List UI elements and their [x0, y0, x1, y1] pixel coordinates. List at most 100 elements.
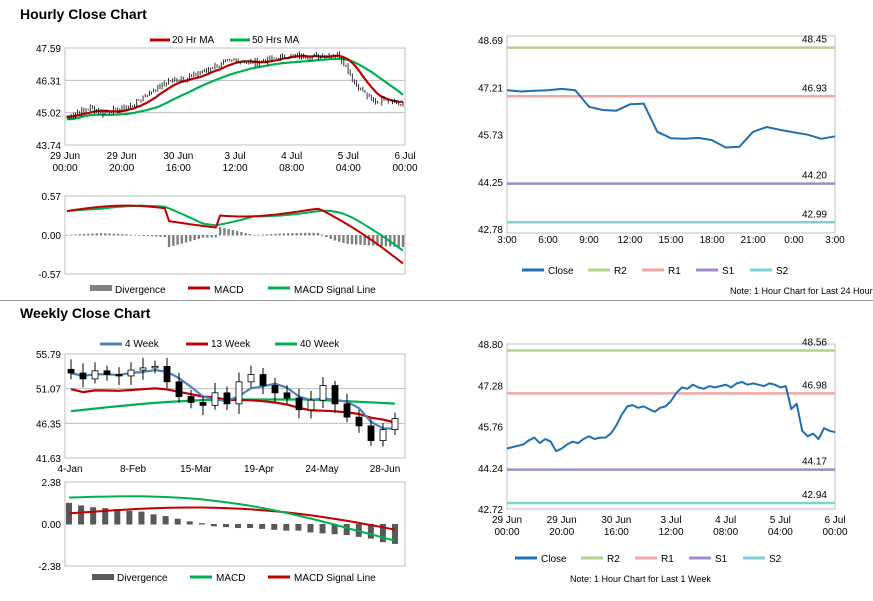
divergence-bar — [210, 524, 217, 527]
divergence-bar — [214, 235, 218, 238]
y-tick-label: 42.78 — [478, 225, 503, 236]
divergence-bar — [138, 511, 145, 525]
divergence-bar — [150, 235, 154, 237]
plot-frame — [506, 35, 836, 234]
x-tick-label: 3 Jul — [224, 151, 245, 162]
weekly-macd-chart: 2.38 0.00 -2.38 Divergence MACD MACD Signa… — [38, 478, 406, 584]
candle-body — [79, 372, 87, 380]
y-tick-label: 45.76 — [478, 423, 503, 434]
divergence-bar — [329, 235, 332, 239]
plot-frame — [64, 353, 406, 459]
x-tick-label: 20:00 — [549, 527, 574, 538]
level-label-s1: 44.17 — [802, 457, 827, 468]
x-tick-label: 12:00 — [617, 235, 642, 246]
divergence-bar — [223, 227, 226, 236]
x-tick-label: 19-Apr — [244, 464, 275, 475]
legend-swatch-divergence — [90, 285, 112, 291]
divergence-bar — [189, 235, 192, 242]
divergence-bar — [259, 524, 266, 529]
candle-body — [103, 370, 111, 375]
legend-label-s2: S2 — [776, 266, 789, 277]
x-tick-label: 12:00 — [222, 163, 247, 174]
divergence-bar — [350, 235, 354, 245]
candle-body — [235, 381, 243, 405]
divergence-bar — [82, 233, 86, 236]
plot-frame — [64, 47, 406, 146]
divergence-bar — [299, 232, 303, 236]
x-tick-label: 29 Jun — [547, 515, 577, 526]
legend-label-s1: S1 — [715, 554, 728, 565]
divergence-bar — [282, 233, 286, 236]
divergence-bar — [271, 524, 278, 530]
y-tick-label: -0.57 — [38, 270, 61, 281]
divergence-bar — [312, 232, 315, 236]
x-tick-label: 16:00 — [166, 163, 191, 174]
divergence-bar — [197, 235, 201, 239]
x-tick-label: 29 Jun — [492, 515, 522, 526]
level-label-r2: 48.45 — [802, 35, 827, 46]
level-label-r1: 46.93 — [802, 83, 827, 94]
candle-body — [199, 402, 207, 406]
divergence-bar — [193, 235, 196, 241]
hourly-price-chart: 20 Hr MA 50 Hrs MA 47.5946.3145.0243.742… — [36, 35, 418, 174]
macd-line — [68, 495, 396, 542]
candle-body — [271, 385, 279, 394]
x-tick-label: 8-Feb — [120, 464, 147, 475]
x-tick-label: 00:00 — [392, 163, 417, 174]
x-tick-label: 3:00 — [825, 235, 845, 246]
hourly-24h-close-chart: 48.45 46.93 44.20 42.99 48.69 47.21 45.73 44.25… — [478, 35, 873, 296]
legend-label-r2: R2 — [614, 266, 627, 277]
divergence-bar — [247, 524, 254, 529]
y-tick-label: 0.57 — [42, 192, 62, 203]
divergence-bar — [184, 235, 188, 243]
x-tick-label: 9:00 — [579, 235, 599, 246]
legend-label-r2: R2 — [607, 554, 620, 565]
divergence-bar — [90, 507, 97, 525]
divergence-bar — [278, 233, 281, 236]
divergence-bar — [333, 235, 337, 241]
y-tick-label: 0.00 — [42, 520, 62, 531]
y-tick-label: 42.72 — [478, 505, 503, 516]
divergence-bar — [320, 234, 324, 236]
y-tick-label: 0.00 — [42, 231, 62, 242]
divergence-bar — [261, 234, 264, 236]
divergence-bar — [308, 232, 311, 236]
divergence-bar — [303, 232, 307, 236]
y-tick-label: -2.38 — [38, 562, 61, 573]
divergence-bar — [392, 524, 398, 544]
weekly-price-legend: 4 Week 13 Week 40 Week — [100, 339, 340, 350]
x-tick-label: 15:00 — [658, 235, 683, 246]
x-tick-label: 6 Jul — [394, 151, 415, 162]
divergence-bar — [198, 523, 205, 525]
level-label-s2: 42.94 — [802, 490, 827, 501]
x-tick-label: 3:00 — [497, 235, 517, 246]
candle-body — [247, 374, 255, 383]
x-tick-label: 29 Jun — [50, 151, 80, 162]
level-label-r1: 46.98 — [802, 380, 827, 391]
legend-label-divergence: Divergence — [115, 285, 166, 296]
divergence-bar — [172, 235, 175, 246]
candle-body — [115, 374, 123, 377]
chart-note: Note: 1 Hour Chart for Last 1 Week — [570, 574, 711, 584]
4-week-ma-line — [70, 368, 396, 430]
divergence-bar — [379, 524, 386, 543]
close-price-line — [506, 87, 836, 149]
y-tick-label: 47.59 — [36, 44, 61, 55]
x-tick-label: 00:00 — [494, 527, 519, 538]
divergence-bar — [274, 233, 277, 236]
divergence-bar — [380, 235, 383, 247]
x-tick-label: 0:00 — [784, 235, 804, 246]
x-tick-label: 5 Jul — [770, 515, 791, 526]
divergence-bar — [252, 235, 256, 236]
legend-label-close: Close — [541, 554, 567, 565]
legend-label-signal: MACD Signal Line — [294, 573, 376, 584]
y-tick-label: 48.80 — [478, 340, 503, 351]
plot-frame — [64, 195, 406, 275]
divergence-bar — [150, 514, 157, 525]
level-label-s2: 42.99 — [802, 209, 827, 220]
x-tick-label: 21:00 — [740, 235, 765, 246]
divergence-bar — [99, 233, 103, 236]
x-tick-label: 29 Jun — [107, 151, 137, 162]
divergence-bar — [155, 235, 158, 237]
legend-label-macd: MACD — [216, 573, 245, 584]
